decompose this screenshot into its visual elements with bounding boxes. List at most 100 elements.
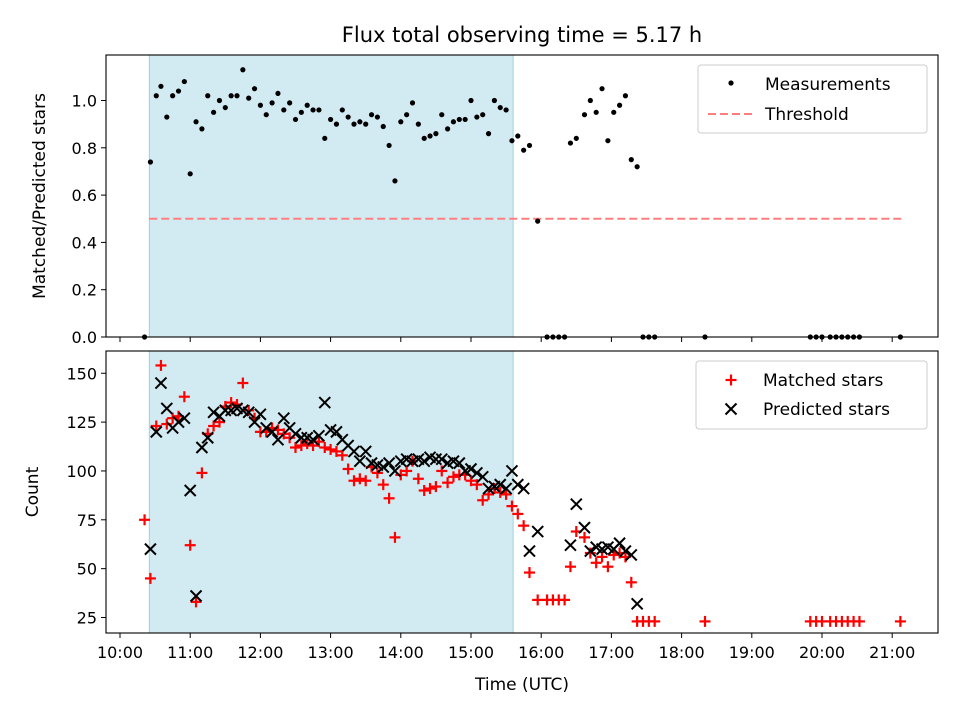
- matched-star-marker: [412, 473, 424, 485]
- matched-star-marker: [447, 471, 459, 483]
- predicted-star-marker: [195, 441, 209, 454]
- matched-star-marker: [596, 551, 608, 563]
- matched-star-marker: [330, 445, 342, 457]
- matched-star-marker: [853, 615, 865, 627]
- matched-star-marker: [284, 432, 296, 444]
- predicted-star-marker: [306, 433, 320, 446]
- bottom-legend: Matched stars Predicted stars: [695, 360, 928, 430]
- matched-star-marker: [178, 391, 190, 403]
- measurement-point: [456, 116, 462, 123]
- measurement-point: [445, 126, 451, 132]
- predicted-star-marker: [150, 425, 163, 439]
- predicted-star-marker: [570, 497, 583, 511]
- predicted-star-marker: [453, 456, 466, 470]
- measurement-point: [515, 133, 521, 139]
- measurement-point: [234, 93, 240, 99]
- matched-star-marker: [167, 412, 179, 424]
- predicted-star-marker: [499, 482, 513, 495]
- predicted-star-marker: [625, 548, 638, 562]
- x-tick-label: 11:00: [167, 643, 213, 662]
- x-tick-label: 20:00: [799, 643, 845, 662]
- matched-star-marker: [319, 442, 331, 454]
- matched-star-marker: [564, 561, 576, 573]
- matched-star-marker: [307, 440, 319, 452]
- predicted-star-marker: [578, 521, 591, 534]
- bottom-y-tick-label: 100: [66, 462, 97, 481]
- predicted-star-marker: [359, 445, 372, 458]
- measurement-point: [181, 78, 187, 85]
- measurement-point: [363, 121, 369, 127]
- measurement-point: [462, 116, 468, 123]
- predicted-star-marker: [277, 411, 291, 425]
- predicted-star-marker: [531, 525, 544, 538]
- count-panel: 25 50 75 100 125 150 10:00 11:00 12:00 13:00 14:0…: [23, 350, 939, 695]
- measurement-point: [380, 123, 386, 130]
- matched-star-marker: [184, 539, 196, 551]
- predicted-star-marker: [613, 537, 626, 550]
- predicted-star-marker: [353, 454, 367, 468]
- observing-span-shade-top: [148, 54, 514, 338]
- measurement-point: [292, 116, 299, 123]
- predicted-star-marker: [584, 544, 597, 558]
- x-tick-label: 16:00: [518, 643, 564, 662]
- matched-star-marker: [442, 477, 454, 489]
- measurement-point: [368, 112, 375, 118]
- matched-star-marker: [532, 594, 544, 606]
- measurement-point: [622, 93, 629, 99]
- matched-star-marker: [213, 416, 225, 428]
- measurement-point: [468, 97, 474, 104]
- measurement-point: [351, 121, 357, 127]
- bottom-axes-frame: [105, 350, 939, 634]
- measurement-point: [509, 138, 515, 144]
- measurement-point: [322, 135, 328, 141]
- measurement-point: [345, 114, 351, 120]
- matched-star-marker: [348, 475, 360, 487]
- predicted-star-marker: [505, 464, 519, 478]
- predicted-star-marker: [377, 460, 390, 474]
- measurement-point: [611, 109, 617, 115]
- matched-star-marker: [506, 500, 518, 512]
- measurement-point: [222, 104, 228, 111]
- measurement-point: [616, 102, 623, 108]
- predicted-star-marker: [260, 421, 273, 435]
- matched-star-marker: [524, 567, 535, 579]
- x-axis-label: Time (UTC): [474, 675, 569, 695]
- measurement-point: [328, 116, 334, 123]
- top-y-tick-label: 0.2: [72, 281, 97, 300]
- measurement-point: [605, 138, 611, 144]
- bottom-y-axis-label: Count: [23, 466, 43, 517]
- matched-star-marker: [625, 576, 637, 588]
- measurement-point: [392, 178, 398, 184]
- matched-star-marker: [430, 481, 442, 493]
- measurement-point: [421, 135, 427, 141]
- matched-star-marker: [155, 359, 167, 371]
- measurement-point: [257, 102, 263, 108]
- x-tick-label: 13:00: [308, 643, 354, 662]
- legend-matched-marker: [725, 374, 737, 386]
- matched-star-marker: [225, 397, 237, 409]
- predicted-star-marker: [242, 406, 255, 419]
- matched-star-marker: [649, 615, 661, 627]
- x-tick-label: 19:00: [729, 643, 775, 662]
- predicted-star-marker: [511, 478, 525, 491]
- top-legend-box: [697, 64, 928, 134]
- top-y-tick-label: 0.6: [72, 186, 97, 205]
- measurement-point: [216, 97, 223, 104]
- measurement-point: [164, 114, 170, 120]
- measurement-point: [357, 119, 363, 125]
- measurement-point: [187, 171, 193, 177]
- legend-predicted-marker: [724, 402, 738, 416]
- predicted-star-marker: [382, 456, 396, 470]
- predicted-star-marker: [312, 429, 326, 442]
- measurement-point: [158, 83, 164, 89]
- matched-star-marker: [342, 463, 354, 475]
- matched-star-marker: [395, 469, 407, 481]
- measurement-point: [240, 67, 246, 73]
- measurement-point: [526, 142, 533, 149]
- bottom-y-tick-label: 25: [77, 609, 97, 628]
- measurement-point: [211, 109, 217, 115]
- top-y-ticks: 0.0 0.2 0.4 0.6 0.8 1.0: [72, 92, 106, 347]
- matched-star-marker: [500, 488, 512, 500]
- matched-star-marker: [377, 479, 389, 491]
- legend-predicted-label: Predicted stars: [763, 400, 890, 420]
